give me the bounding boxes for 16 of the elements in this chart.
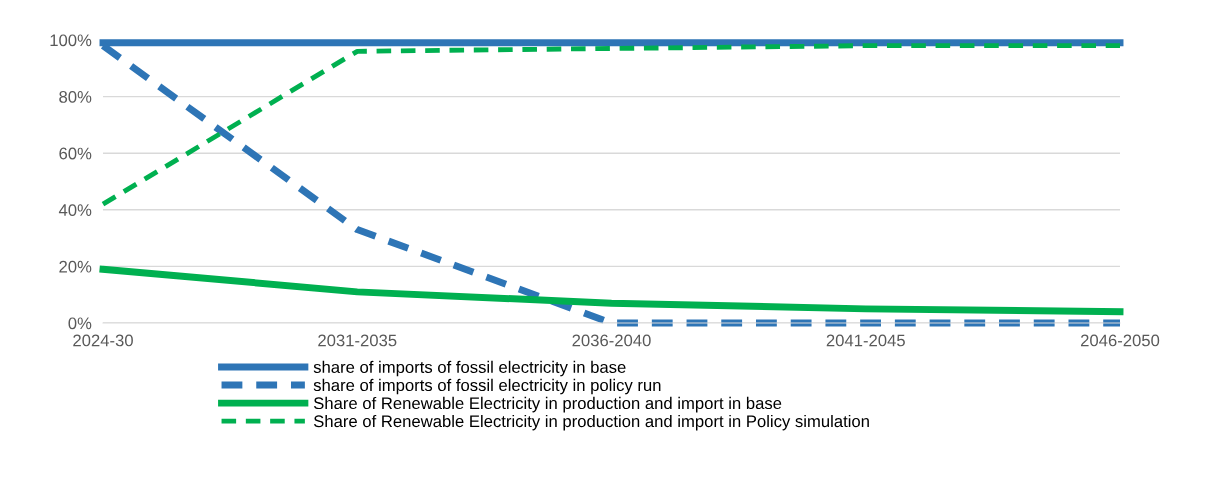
- y-tick-label: 40%: [58, 204, 92, 216]
- line-series: [100, 43, 1123, 207]
- legend-label: Share of Renewable Electricity in production and import in base: [313, 396, 782, 413]
- x-tick-label: 2046-2050: [1080, 334, 1160, 347]
- y-tick-label: 0%: [68, 317, 92, 330]
- x-tick-label: 2041-2045: [826, 334, 905, 347]
- x-tick-label: 2036-2040: [572, 334, 651, 347]
- y-tick-label: 60%: [59, 147, 92, 160]
- y-tick-label: 100%: [50, 34, 92, 47]
- legend-label: share of imports of fossil electricity in policy run: [313, 378, 661, 395]
- x-tick-label: 2024-30: [73, 334, 133, 347]
- y-tick-label: 80%: [59, 91, 92, 103]
- legend-label: share of imports of fossil electricity in base: [313, 360, 626, 377]
- legend-label: Share of Renewable Electricity in production and import in Policy simulation: [313, 414, 869, 431]
- y-tick-label: 20%: [59, 260, 92, 273]
- x-tick-label: 2031-2035: [318, 334, 397, 347]
